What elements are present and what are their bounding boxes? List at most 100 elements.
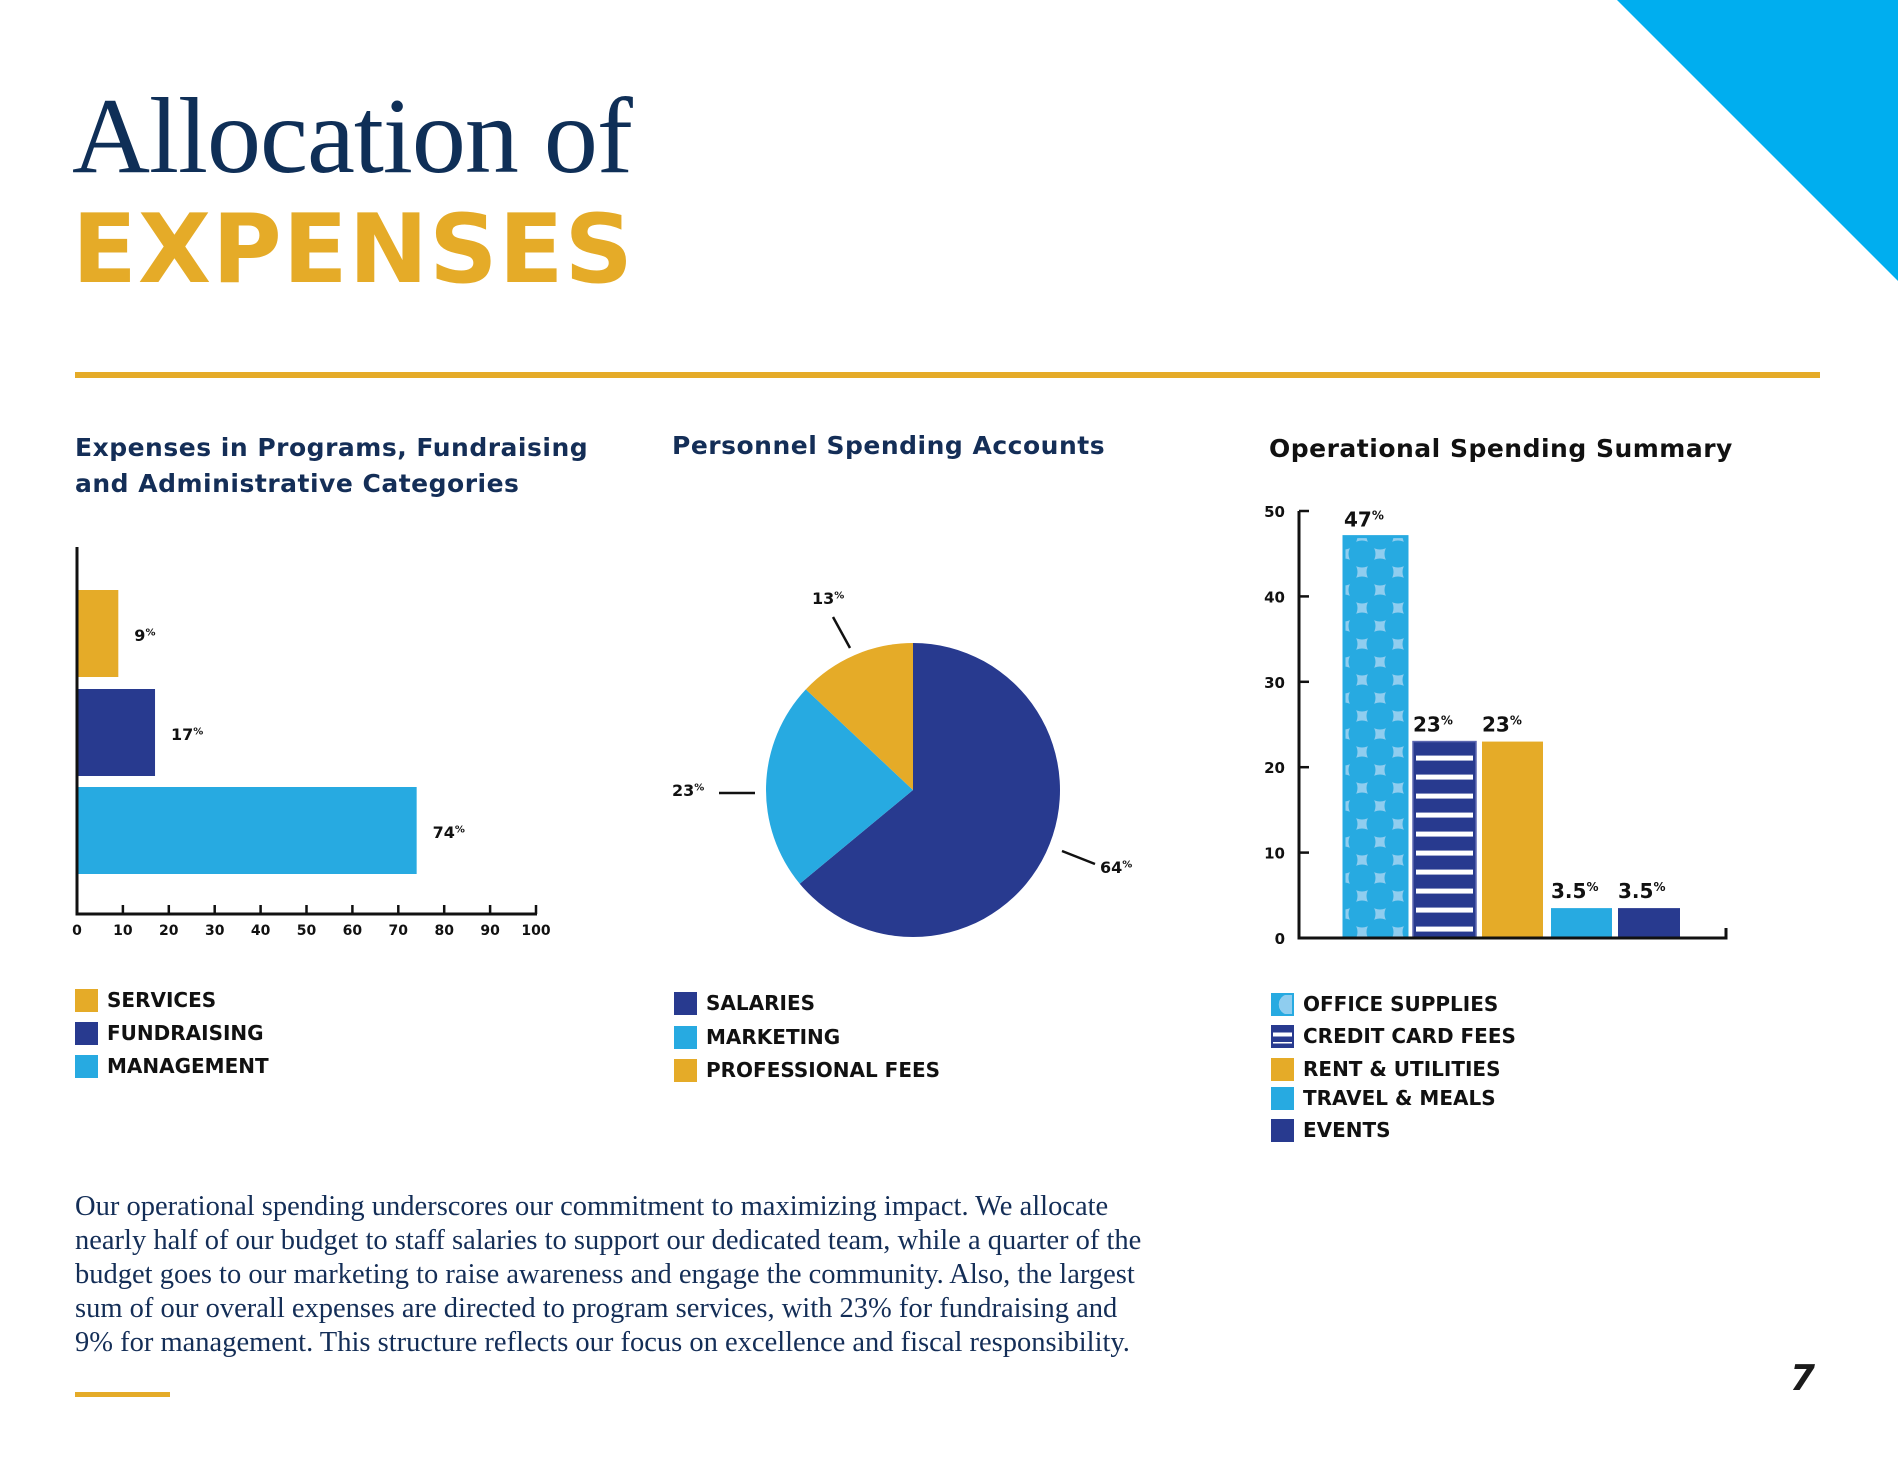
bar-events — [1618, 908, 1680, 938]
stripe — [1416, 907, 1473, 913]
y-tick-label: 40 — [1264, 588, 1285, 606]
summary-paragraph: Our operational spending underscores our… — [75, 1190, 1235, 1360]
legend-item: RENT & UTILITIES — [1271, 1057, 1500, 1081]
bar-data-label: 74% — [433, 823, 465, 842]
legend-item: CREDIT CARD FEES — [1271, 1024, 1516, 1048]
bar-credit-card-fees — [1412, 740, 1477, 939]
y-tick-label: 10 — [1264, 845, 1285, 863]
paragraph-line: Our operational spending underscores our… — [75, 1191, 1109, 1222]
y-tick-label: 50 — [1264, 503, 1285, 521]
bar-office-supplies — [1342, 535, 1409, 940]
legend-swatch — [674, 1025, 697, 1049]
legend-label: EVENTS — [1303, 1118, 1391, 1142]
pie-leader-line — [1061, 849, 1096, 866]
bar-data-label: 17% — [171, 725, 203, 744]
legend-swatch — [75, 1021, 98, 1045]
stripe — [1416, 888, 1473, 894]
x-tick-label: 0 — [72, 923, 82, 939]
legend-label: MARKETING — [706, 1025, 841, 1049]
vertical-bar-chart: 47% 23% 23% 3.5% 3.5% 0 10 20 30 40 50 — [1264, 503, 1728, 948]
x-tick-label: 90 — [480, 923, 500, 939]
legend-item: MARKETING — [674, 1025, 840, 1049]
legend-label: FUNDRAISING — [107, 1021, 264, 1045]
legend-label: SALARIES — [706, 991, 816, 1015]
legend-swatch — [674, 991, 697, 1015]
bar-rent-utilities — [1482, 741, 1543, 938]
legend-item: TRAVEL & MEALS — [1271, 1086, 1496, 1110]
stripe — [1416, 926, 1473, 932]
legend-label: MANAGEMENT — [107, 1054, 269, 1078]
corner-triangle-decoration — [1617, 0, 1898, 281]
charts-canvas: 9%17%74%0 10 20 30 40 50 60 70 80 90 100 64%23%13%… — [72, 503, 1728, 948]
stripe — [1416, 869, 1473, 875]
bar-travel-meals — [1551, 908, 1612, 938]
legend-label: TRAVEL & MEALS — [1303, 1086, 1496, 1110]
chart1-title: Expenses in Programs, Fundraising and Ad… — [75, 430, 588, 502]
legend-swatch — [1271, 1086, 1294, 1110]
x-tick-label: 100 — [521, 923, 550, 939]
y-tick-label: 30 — [1264, 674, 1285, 692]
page-title-line2: EXPENSES — [72, 195, 634, 305]
bar-services — [77, 590, 119, 677]
x-tick-label: 20 — [159, 923, 179, 939]
chart3-title: Operational Spending Summary — [1269, 434, 1733, 463]
pie-data-label: 13% — [812, 589, 844, 608]
x-tick-label: 70 — [389, 923, 409, 939]
pie-leader-line — [831, 616, 852, 649]
legend-swatch — [674, 1058, 697, 1082]
bar-data-label: 3.5% — [1618, 879, 1665, 903]
x-tick-label: 10 — [113, 923, 133, 939]
paragraph-line: nearly half of our budget to staff salar… — [75, 1225, 1142, 1256]
page-number: 7 — [1790, 1358, 1816, 1399]
footer-accent-line — [75, 1392, 170, 1397]
legend-swatch — [75, 988, 98, 1012]
pie-chart: 64% 23% 13% — [672, 589, 1132, 937]
bar-data-label: 23% — [1482, 713, 1522, 737]
pie-slice-salaries — [799, 642, 1060, 937]
stripe — [1416, 774, 1473, 780]
legend-item: OFFICE SUPPLIES — [1271, 992, 1498, 1016]
stripe — [1416, 755, 1473, 761]
y-tick-label: 20 — [1264, 759, 1285, 777]
bar-data-label: 9% — [134, 626, 155, 645]
pie-data-label: 23% — [672, 781, 704, 800]
legend-item: EVENTS — [1271, 1118, 1391, 1142]
page-title-line1: Allocation of — [72, 77, 633, 196]
stripe — [1416, 793, 1473, 799]
legend-item: SALARIES — [674, 991, 815, 1015]
legend-swatch — [1271, 1024, 1294, 1048]
stripe — [1416, 850, 1473, 856]
chart1-title-line1: Expenses in Programs, Fundraising — [75, 433, 589, 462]
legend-item: FUNDRAISING — [75, 1021, 264, 1045]
legend-swatch — [1271, 1057, 1294, 1081]
bar-data-label: 23% — [1413, 713, 1453, 737]
legend-label: CREDIT CARD FEES — [1303, 1024, 1516, 1048]
x-tick-label: 80 — [434, 923, 454, 939]
legend-item: PROFESSIONAL FEES — [674, 1058, 940, 1082]
legend-label: OFFICE SUPPLIES — [1303, 992, 1499, 1016]
x-tick-label: 40 — [251, 923, 271, 939]
title-divider — [75, 372, 1820, 378]
legend-label: SERVICES — [107, 988, 217, 1012]
legend-label: RENT & UTILITIES — [1303, 1057, 1501, 1081]
y-tick-label: 0 — [1275, 930, 1285, 948]
x-tick-label: 30 — [205, 923, 225, 939]
legend-label: PROFESSIONAL FEES — [706, 1058, 941, 1082]
legend-item: SERVICES — [75, 988, 216, 1012]
bar-fundraising — [77, 689, 156, 776]
legend-item: MANAGEMENT — [75, 1054, 269, 1078]
chart1-title-line2: and Administrative Categories — [75, 469, 520, 498]
bar-management — [77, 787, 417, 874]
paragraph-line: budget goes to our marketing to raise aw… — [75, 1259, 1135, 1290]
stripe — [1416, 831, 1473, 837]
bar-data-label: 47% — [1344, 508, 1384, 532]
bar-data-label: 3.5% — [1551, 879, 1598, 903]
pie-slice-professional-fees — [805, 643, 913, 790]
paragraph-line: sum of our overall expenses are directed… — [75, 1293, 1118, 1324]
legend-swatch — [1271, 992, 1294, 1016]
paragraph-line: 9% for management. This structure reflec… — [75, 1327, 1130, 1358]
pie-slice-marketing — [765, 689, 913, 884]
legend-swatch — [75, 1054, 98, 1078]
legend-swatch — [1271, 1118, 1294, 1142]
x-tick-label: 60 — [343, 923, 363, 939]
